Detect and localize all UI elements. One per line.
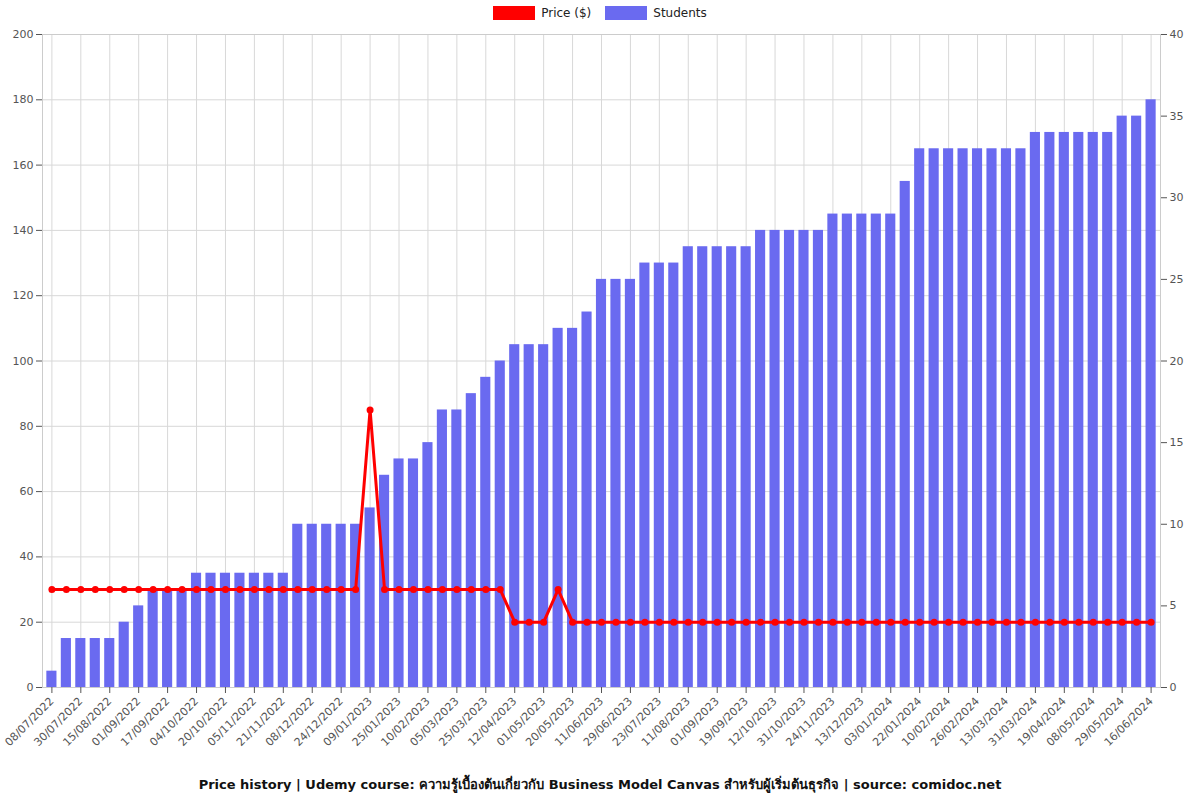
svg-text:05/03/2023: 05/03/2023 [407,694,462,749]
svg-text:120: 120 [13,289,34,302]
svg-text:200: 200 [13,28,34,41]
svg-text:16/06/2024: 16/06/2024 [1102,695,1156,749]
svg-text:13/12/2023: 13/12/2023 [812,694,867,749]
svg-text:26/02/2024: 26/02/2024 [928,694,983,749]
svg-text:10/02/2023: 10/02/2023 [378,694,433,749]
svg-text:24/11/2023: 24/11/2023 [783,694,838,749]
svg-text:140: 140 [13,224,34,237]
svg-text:25: 25 [1170,273,1184,286]
svg-text:01/09/2023: 01/09/2023 [667,694,722,749]
svg-text:25/03/2023: 25/03/2023 [436,694,491,749]
svg-text:5: 5 [1170,599,1177,612]
svg-text:29/05/2024: 29/05/2024 [1072,694,1127,749]
svg-text:08/05/2024: 08/05/2024 [1043,694,1098,749]
svg-text:13/03/2024: 13/03/2024 [957,694,1012,749]
svg-text:0: 0 [27,681,34,694]
svg-text:15: 15 [1170,436,1184,449]
svg-text:22/01/2024: 22/01/2024 [870,694,925,749]
svg-text:11/06/2023: 11/06/2023 [552,694,607,749]
svg-text:20: 20 [1170,355,1184,368]
svg-text:17/09/2022: 17/09/2022 [118,694,173,749]
svg-text:30/07/2022: 30/07/2022 [31,694,86,749]
svg-text:31/03/2024: 31/03/2024 [986,694,1040,749]
svg-text:35: 35 [1170,110,1184,123]
svg-text:08/07/2022: 08/07/2022 [2,694,57,749]
svg-text:31/10/2023: 31/10/2023 [754,694,809,749]
svg-text:01/09/2022: 01/09/2022 [89,694,144,749]
svg-text:40: 40 [20,550,34,563]
svg-text:180: 180 [13,93,34,106]
svg-text:20: 20 [20,616,34,629]
svg-text:40: 40 [1170,28,1184,41]
svg-text:23/07/2023: 23/07/2023 [609,694,664,749]
svg-text:01/05/2023: 01/05/2023 [494,694,549,749]
svg-text:04/10/2022: 04/10/2022 [147,694,202,749]
svg-text:0: 0 [1170,681,1177,694]
svg-text:15/08/2022: 15/08/2022 [60,694,115,749]
svg-text:11/08/2023: 11/08/2023 [638,694,693,749]
svg-text:05/11/2022: 05/11/2022 [205,694,259,749]
svg-text:12/10/2023: 12/10/2023 [725,694,780,749]
svg-text:12/04/2023: 12/04/2023 [465,694,520,749]
svg-text:160: 160 [13,159,34,172]
svg-text:21/11/2022: 21/11/2022 [233,694,288,749]
svg-text:80: 80 [20,420,34,433]
svg-text:19/04/2024: 19/04/2024 [1014,694,1069,749]
svg-text:10: 10 [1170,518,1184,531]
svg-text:19/09/2023: 19/09/2023 [696,694,751,749]
svg-text:100: 100 [13,355,34,368]
svg-text:60: 60 [20,485,34,498]
html-text:Price ($): Price ($) [541,6,592,20]
svg-text:20/10/2022: 20/10/2022 [176,694,231,749]
svg-text:20/05/2023: 20/05/2023 [523,694,578,749]
svg-text:08/12/2022: 08/12/2022 [262,694,317,749]
svg-text:03/01/2024: 03/01/2024 [841,694,896,749]
svg-text:25/01/2023: 25/01/2023 [349,694,404,749]
svg-text:09/01/2023: 09/01/2023 [320,694,375,749]
svg-text:29/06/2023: 29/06/2023 [581,694,635,749]
html-text:Students: Students [653,6,707,20]
svg-text:24/12/2022: 24/12/2022 [291,694,346,749]
svg-text:30: 30 [1170,191,1184,204]
html-text:Price history | Udemy course:: Price history | Udemy course: ความรู้เบื… [198,777,1002,792]
svg-text:10/02/2024: 10/02/2024 [899,694,954,749]
